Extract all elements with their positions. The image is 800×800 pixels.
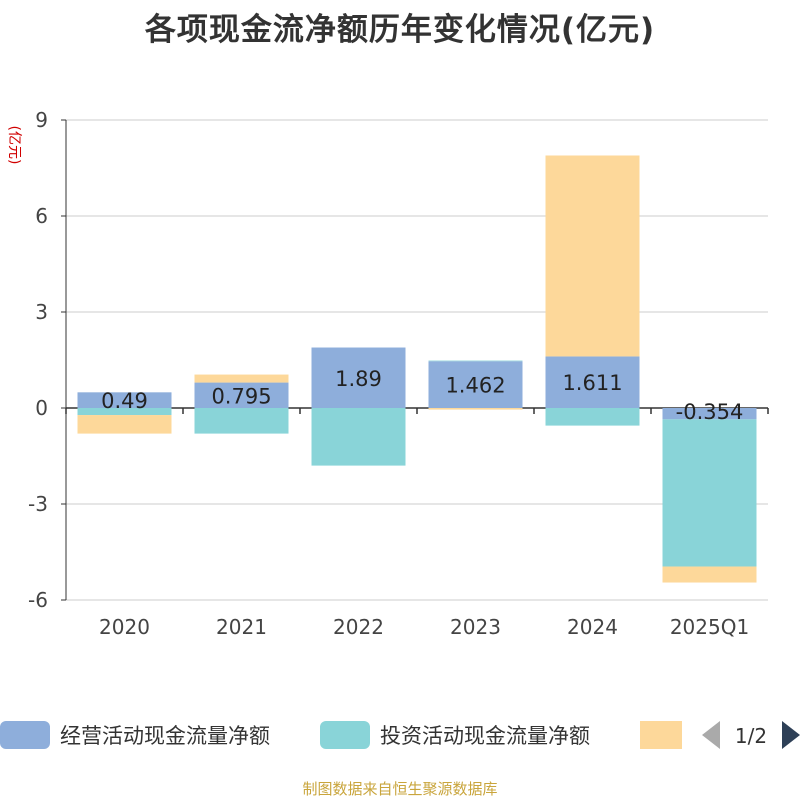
bar-2-2020 [77, 408, 172, 416]
bar-2-2022 [311, 408, 406, 466]
x-tick-label: 2023 [450, 615, 501, 639]
y-tick-label: 6 [35, 204, 48, 228]
legend: 经营活动现金流量净额 投资活动现金流量净额 1/2 [0, 721, 800, 749]
data-label: -0.354 [676, 400, 744, 424]
y-axis-unit-label: (亿元) [6, 126, 22, 165]
data-label: 0.49 [101, 389, 148, 413]
bar-3-2024 [545, 155, 640, 357]
legend-swatch-operating [0, 721, 50, 749]
legend-label-investing: 投资活动现金流量净额 [380, 724, 590, 748]
bar-3-2023 [428, 408, 523, 410]
y-tick-label: -3 [28, 492, 48, 516]
bar-2-2023 [428, 360, 523, 362]
data-label: 1.89 [335, 367, 382, 391]
bar-2-2025Q1 [662, 419, 757, 567]
bar-1-2021 [194, 382, 289, 408]
y-tick-label: -6 [28, 588, 48, 612]
source-note: 制图数据来自恒生聚源数据库 [302, 780, 498, 798]
grid [66, 119, 768, 601]
bar-3-2020 [77, 415, 172, 434]
y-tick-label: 3 [35, 300, 48, 324]
x-tick-label: 2022 [333, 615, 384, 639]
bar-1-2020 [77, 392, 172, 408]
bars [77, 155, 757, 583]
bar-3-2025Q1 [662, 566, 757, 583]
legend-swatch-investing [320, 721, 370, 749]
bar-3-2021 [194, 374, 289, 383]
bar-1-2024 [545, 356, 640, 408]
legend-page-indicator: 1/2 [735, 724, 767, 748]
bar-1-2025Q1 [662, 408, 757, 420]
legend-label-operating: 经营活动现金流量净额 [60, 724, 270, 748]
bar-2-2021 [194, 408, 289, 434]
legend-prev-arrow-icon[interactable] [702, 721, 720, 749]
bar-1-2022 [311, 347, 406, 408]
data-label: 1.611 [562, 371, 622, 395]
y-tick-label: 0 [35, 396, 48, 420]
x-tick-label: 2020 [99, 615, 150, 639]
data-label: 0.795 [211, 384, 271, 408]
y-tick-label: 9 [35, 108, 48, 132]
bar-2-2024 [545, 408, 640, 426]
data-label: 1.462 [445, 374, 505, 398]
x-tick-label: 2021 [216, 615, 267, 639]
legend-next-arrow-icon[interactable] [782, 721, 800, 749]
axes: 9 6 3 0 -3 -6 2020 2021 2022 2023 2024 2025Q1 [28, 108, 769, 639]
chart-title: 各项现金流净额历年变化情况(亿元) [144, 12, 656, 48]
x-tick-label: 2025Q1 [670, 615, 749, 639]
data-labels: 0.49 0.795 1.89 1.462 1.611 -0.354 [101, 367, 743, 424]
x-tick-label: 2024 [567, 615, 618, 639]
bar-1-2023 [428, 361, 523, 408]
legend-swatch-financing [640, 721, 682, 749]
